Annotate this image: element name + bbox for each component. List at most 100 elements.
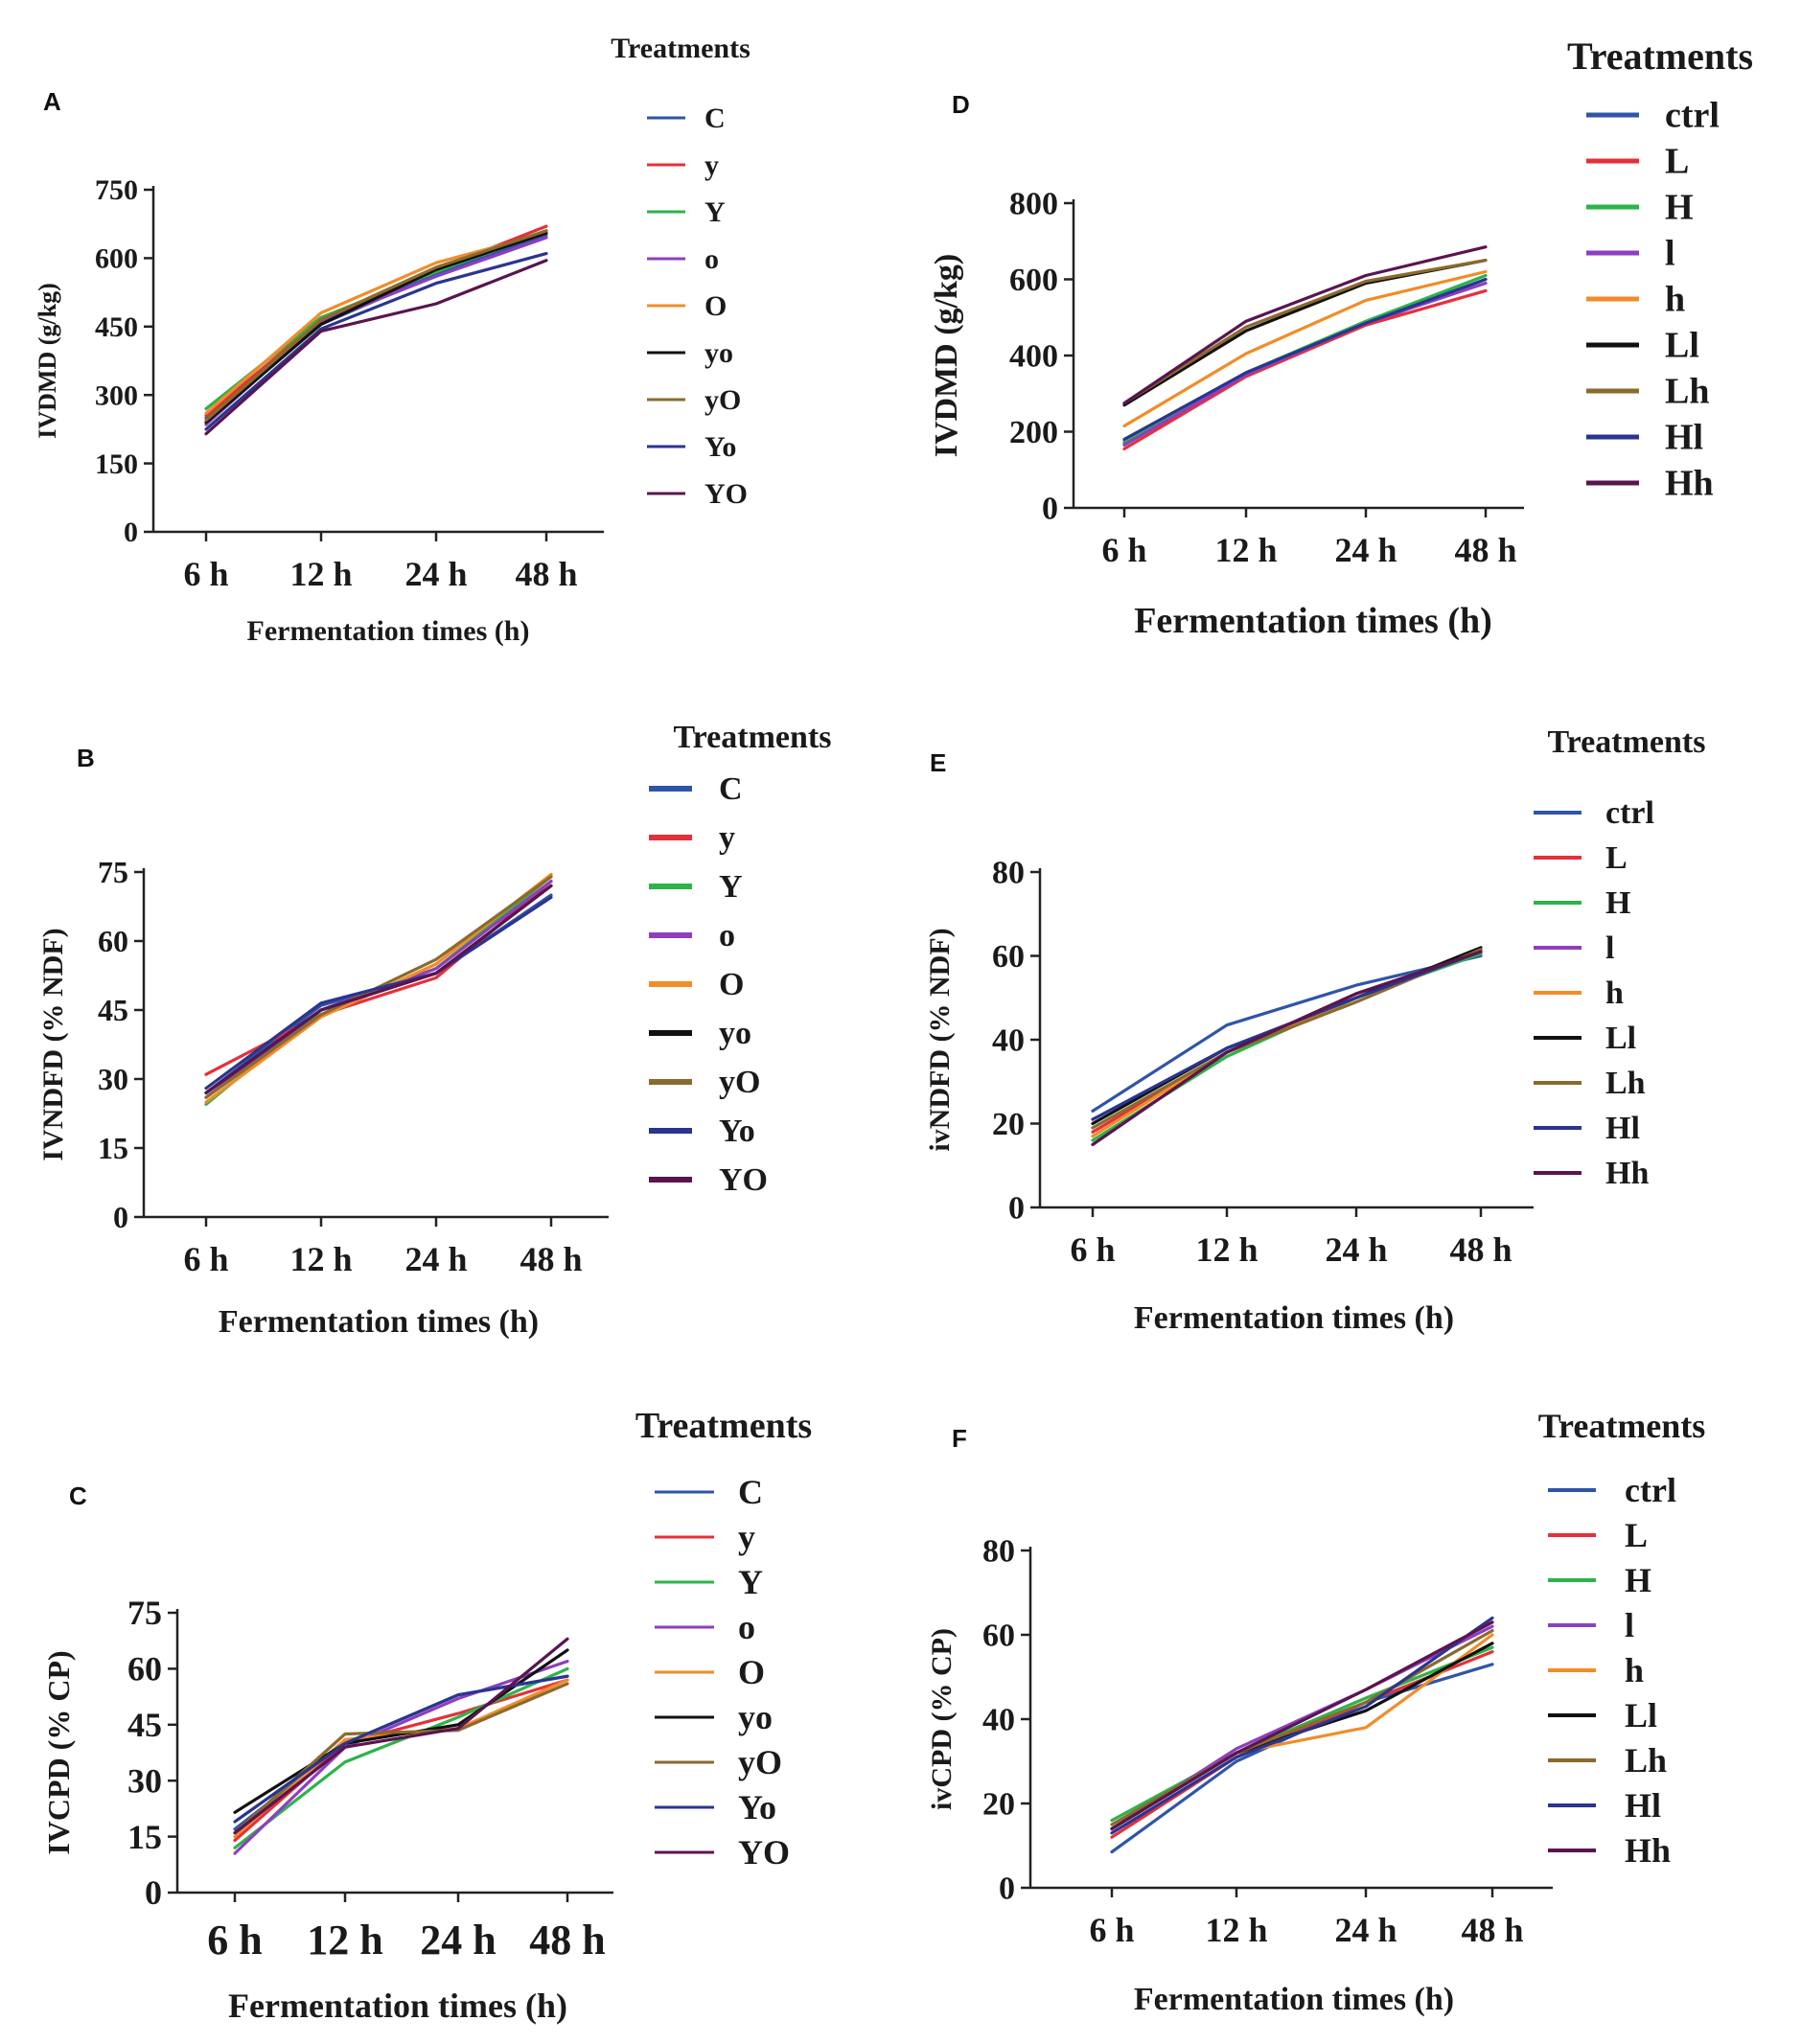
- x-axis-title: Fermentation times (h): [1134, 1300, 1454, 1336]
- series-line-H: [1091, 952, 1483, 1142]
- y-tick-label: 600: [1009, 263, 1058, 298]
- legend-label: Hl: [1665, 418, 1703, 458]
- x-tick-label: 48 h: [529, 1917, 605, 1964]
- y-axis-title: IVDMD (g/kg): [34, 283, 61, 439]
- y-tick-label: 45: [98, 993, 128, 1027]
- legend-label: Y: [719, 869, 743, 905]
- x-tick-label: 12 h: [289, 1240, 352, 1278]
- legend-label: H: [1625, 1561, 1651, 1599]
- legend-label: o: [719, 918, 735, 953]
- x-tick-label: 48 h: [1454, 531, 1516, 569]
- y-tick-label: 0: [999, 1872, 1015, 1907]
- legend-label: C: [738, 1473, 763, 1511]
- y-tick-label: 30: [98, 1062, 128, 1096]
- legend-label: YO: [704, 478, 748, 510]
- x-axis-title: Fermentation times (h): [1134, 601, 1492, 641]
- legend-label: Yo: [719, 1114, 755, 1149]
- y-tick-label: 750: [95, 174, 138, 206]
- legend-label: yo: [704, 337, 733, 369]
- series-line-yO: [204, 229, 548, 422]
- chart-panel-c: C 0 15 30 45 60 75 6 h 12 h 24 h 48 h Fermentation …: [41, 1406, 812, 2025]
- x-tick-label: 6 h: [183, 555, 228, 593]
- x-tick-label: 12 h: [1214, 531, 1277, 569]
- legend-label: L: [1625, 1516, 1648, 1554]
- series-line-Hl: [1110, 1616, 1494, 1835]
- y-tick-label: 75: [127, 1594, 162, 1632]
- legend-label: Yo: [704, 431, 736, 463]
- x-tick-label: 24 h: [404, 1240, 467, 1278]
- legend-label: Hh: [1605, 1156, 1649, 1191]
- x-tick-label: 12 h: [1205, 1911, 1267, 1949]
- y-tick-label: 15: [98, 1131, 128, 1165]
- series-line-Ll: [1122, 259, 1488, 407]
- legend-label: O: [719, 967, 744, 1002]
- legend-label: y: [704, 149, 719, 181]
- x-tick-label: 48 h: [1461, 1911, 1523, 1949]
- y-axis-title: ivNDFD (% NDF): [924, 928, 956, 1151]
- legend-title: Treatments: [635, 1406, 812, 1446]
- y-tick-label: 150: [95, 448, 138, 480]
- y-tick-label: 80: [992, 856, 1025, 891]
- legend-label: O: [738, 1653, 765, 1691]
- legend-label: ctrl: [1665, 96, 1720, 136]
- legend-title: Treatments: [611, 33, 750, 64]
- legend-title: Treatments: [1538, 1407, 1706, 1445]
- legend-label: C: [704, 103, 726, 134]
- legend-label: l: [1665, 234, 1675, 274]
- x-axis-title: Fermentation times (h): [228, 1987, 567, 2025]
- y-tick-label: 0: [145, 1873, 162, 1912]
- x-tick-label: 24 h: [1334, 531, 1397, 569]
- legend-label: h: [1625, 1651, 1644, 1689]
- series-line-Y: [233, 1666, 569, 1849]
- legend-label: yo: [719, 1016, 751, 1051]
- series-line-o: [204, 236, 548, 426]
- y-tick-label: 0: [113, 1200, 128, 1234]
- x-tick-label: 6 h: [1089, 1911, 1134, 1949]
- x-tick-label: 24 h: [420, 1917, 496, 1964]
- legend-label: yO: [738, 1743, 782, 1781]
- legend-label: yO: [719, 1065, 760, 1100]
- legend-label: Y: [738, 1563, 763, 1601]
- y-tick-label: 0: [1042, 492, 1058, 527]
- x-tick-label: 12 h: [307, 1917, 382, 1964]
- x-tick-label: 12 h: [1195, 1230, 1258, 1269]
- x-tick-label: 24 h: [1325, 1230, 1387, 1269]
- series-line-l: [1091, 950, 1483, 1147]
- panel-label: E: [930, 748, 946, 777]
- legend-label: L: [1605, 840, 1628, 876]
- legend-label: L: [1665, 142, 1689, 182]
- y-tick-label: 75: [98, 855, 128, 889]
- x-tick-label: 6 h: [1070, 1230, 1115, 1269]
- y-tick-label: 60: [992, 939, 1025, 975]
- x-tick-label: 48 h: [520, 1240, 582, 1278]
- series-line-o: [233, 1659, 569, 1855]
- legend-label: yo: [738, 1698, 773, 1736]
- legend-label: l: [1605, 930, 1614, 966]
- y-tick-label: 40: [992, 1023, 1025, 1059]
- series-line-YO: [233, 1637, 569, 1835]
- series-line-yo: [233, 1648, 569, 1814]
- legend-label: YO: [719, 1162, 768, 1198]
- series-line-H: [1110, 1645, 1494, 1823]
- y-tick-label: 300: [95, 379, 138, 411]
- series-line-Hh: [1122, 245, 1488, 405]
- legend-label: ctrl: [1605, 795, 1654, 831]
- series-line-L: [1122, 288, 1488, 450]
- series-line-Yo: [204, 895, 553, 1091]
- legend-label: Yo: [738, 1788, 776, 1826]
- x-tick-label: 6 h: [207, 1917, 262, 1964]
- y-tick-label: 15: [127, 1818, 162, 1856]
- legend-label: h: [1605, 976, 1624, 1011]
- series-line-Lh: [1110, 1628, 1494, 1826]
- y-tick-label: 45: [127, 1706, 162, 1744]
- x-tick-label: 48 h: [515, 555, 577, 593]
- legend-label: h: [1665, 280, 1685, 320]
- legend-title: Treatments: [1567, 34, 1753, 78]
- series-line-Lh: [1122, 259, 1488, 405]
